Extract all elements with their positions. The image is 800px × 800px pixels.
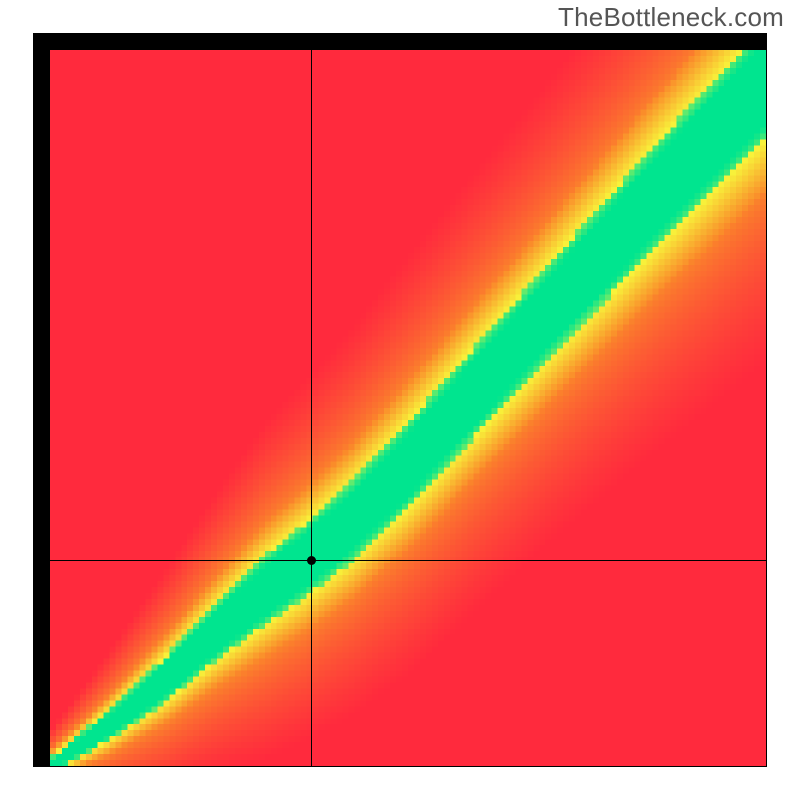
crosshair-vertical (311, 50, 312, 766)
watermark-text: TheBottleneck.com (558, 2, 784, 33)
crosshair-horizontal (50, 560, 766, 561)
crosshair-point (307, 556, 316, 565)
bottleneck-heatmap (50, 50, 766, 766)
